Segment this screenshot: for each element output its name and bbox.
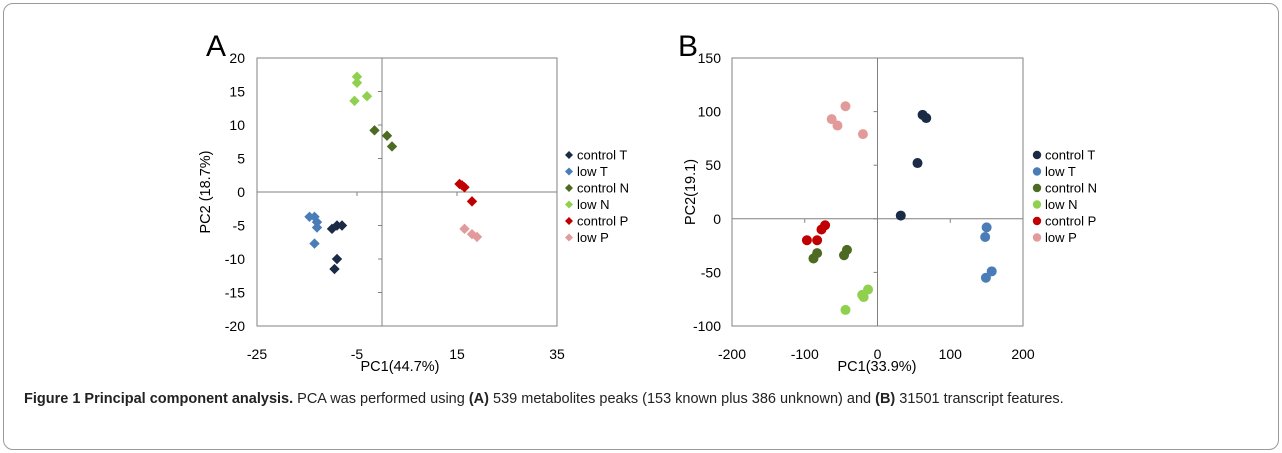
y-tick-label: 0 — [237, 184, 245, 200]
y-tick-label: 20 — [229, 50, 245, 66]
data-point-control-T — [336, 220, 348, 231]
data-point-control-N — [381, 130, 393, 141]
legend-label-control-N: control N — [577, 181, 629, 196]
legend-marker-control-T — [1032, 150, 1042, 160]
y-tick-label: 15 — [229, 84, 245, 100]
x-tick-label: -100 — [791, 346, 819, 362]
data-point-low-P — [826, 114, 837, 125]
x-tick-label: 100 — [939, 346, 963, 362]
data-point-control-P — [466, 196, 478, 207]
y-tick-label: 10 — [229, 117, 245, 133]
legend-marker-control-P — [1032, 216, 1042, 226]
data-point-control-N — [812, 248, 823, 259]
x-tick-label: 0 — [874, 346, 882, 362]
y-tick-label: -10 — [225, 251, 245, 267]
legend-label-low-N: low N — [577, 197, 610, 212]
legend-marker-control-N — [1032, 183, 1042, 193]
data-point-low-N — [351, 77, 363, 88]
y-axis-label: PC2 (18.7%) — [198, 150, 214, 233]
data-point-low-N — [858, 292, 869, 303]
data-point-low-T — [980, 232, 991, 243]
legend-marker-low-N — [1032, 200, 1042, 209]
data-point-low-T — [981, 222, 992, 233]
y-tick-label: 5 — [237, 151, 245, 167]
legend-marker-low-P — [1032, 233, 1042, 242]
legend-label-control-N: control N — [1045, 181, 1097, 196]
panel-label: B — [678, 30, 698, 63]
caption-text-2: 539 metabolites peaks (153 known plus 38… — [488, 391, 876, 407]
data-point-low-N — [361, 90, 373, 102]
data-point-low-P — [471, 231, 483, 243]
data-point-control-N — [386, 141, 398, 152]
data-point-low-P — [832, 120, 843, 131]
legend-marker-control-T — [565, 151, 573, 159]
data-point-control-T — [912, 158, 923, 169]
y-tick-label: -20 — [225, 318, 245, 334]
legend-label-control-P: control P — [577, 214, 628, 229]
pca-chart-transcripts: 150 100 50 0 -50 -100 -200 -100 0 100 200 B PC1(33.9… — [678, 30, 1097, 375]
legend-label-low-N: low N — [1045, 197, 1078, 212]
legend-marker-low-N — [565, 200, 573, 209]
x-tick-label: 15 — [449, 346, 465, 362]
data-point-low-N — [351, 71, 363, 82]
y-tick-label: -50 — [701, 264, 721, 280]
y-tick-label: -5 — [233, 218, 246, 234]
legend-label-low-T: low T — [1045, 164, 1076, 179]
caption-text-3: 31501 transcript features. — [895, 391, 1064, 407]
legend-label-control-T: control T — [1045, 148, 1095, 163]
x-tick-label: -25 — [247, 346, 267, 362]
data-point-low-T — [986, 266, 997, 277]
data-point-low-T — [311, 222, 323, 233]
data-point-low-P — [459, 223, 470, 235]
figure-frame — [3, 3, 1279, 450]
y-tick-label: -15 — [225, 285, 245, 301]
data-point-control-T — [895, 210, 906, 221]
x-tick-label: -200 — [718, 346, 746, 362]
data-point-control-N — [839, 250, 850, 261]
legend-label-low-P: low P — [1045, 230, 1077, 245]
data-point-low-T — [311, 216, 323, 228]
caption-title: Figure 1 Principal component analysis. — [24, 391, 294, 407]
data-point-control-N — [369, 125, 380, 136]
x-axis-label: PC1(44.7%) — [361, 359, 440, 375]
data-point-control-T — [331, 253, 343, 265]
data-point-control-P — [801, 235, 812, 246]
y-tick-label: -100 — [693, 318, 721, 334]
y-tick-label: 100 — [698, 104, 722, 120]
data-point-low-N — [349, 95, 360, 107]
legend-label-low-P: low P — [577, 230, 609, 245]
data-point-low-T — [980, 272, 991, 283]
x-tick-label: 35 — [549, 346, 565, 362]
legend-marker-control-N — [565, 184, 573, 192]
data-point-low-P — [840, 101, 851, 112]
legend-label-low-T: low T — [577, 164, 608, 179]
y-tick-label: 150 — [698, 50, 722, 66]
y-axis-label: PC2(19.1) — [683, 159, 699, 225]
caption-text-1: PCA was performed using — [293, 391, 469, 407]
data-point-control-P — [459, 182, 470, 193]
x-axis-label: PC1(33.9%) — [838, 359, 917, 375]
y-tick-label: 0 — [713, 211, 721, 227]
legend-label-control-T: control T — [577, 148, 627, 163]
legend-marker-control-P — [565, 217, 573, 225]
legend-marker-low-T — [1032, 167, 1042, 176]
data-point-low-P — [857, 129, 868, 140]
data-point-control-T — [921, 113, 932, 124]
x-tick-label: -5 — [351, 346, 364, 362]
legend-label-control-P: control P — [1045, 214, 1096, 229]
y-tick-label: 50 — [705, 157, 721, 173]
panel-label: A — [206, 30, 226, 63]
caption-ref-a: (A) — [468, 391, 489, 407]
legend-marker-low-P — [565, 233, 573, 242]
x-tick-label: 200 — [1011, 346, 1035, 362]
data-point-control-T — [329, 263, 340, 275]
pca-chart-metabolites: 20 15 10 5 0 -5 -10 -15 -20-25 -5 15 35 A PC1(44.7%) P… — [198, 30, 629, 375]
data-point-control-P — [812, 235, 823, 246]
figure-caption: Figure 1 Principal component analysis. P… — [24, 389, 1254, 409]
data-point-low-N — [840, 304, 851, 315]
data-point-low-T — [309, 238, 320, 249]
legend-marker-low-T — [565, 167, 573, 176]
caption-ref-b: (B) — [875, 391, 896, 407]
data-point-control-P — [820, 220, 831, 231]
